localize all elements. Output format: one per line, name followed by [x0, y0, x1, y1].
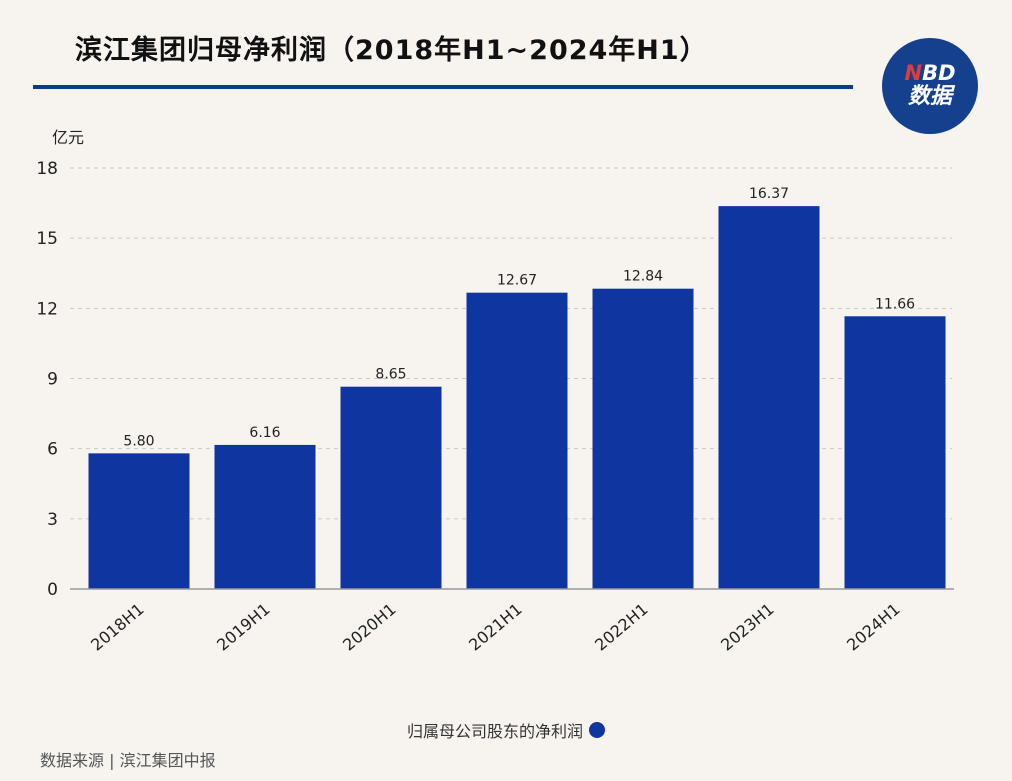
- data-labels: 5.80 6.16 8.65 12.67 12.84 16.37 11.66: [123, 186, 915, 449]
- x-tick-label: 2021H1: [465, 600, 525, 655]
- y-tick-labels: 0 3 6 9 12 15 18: [36, 159, 58, 600]
- bar: [844, 316, 946, 589]
- data-label: 12.67: [497, 273, 537, 289]
- legend-swatch: [589, 722, 606, 738]
- data-label: 16.37: [749, 186, 789, 202]
- y-tick-label: 18: [36, 159, 58, 179]
- y-tick-label: 3: [47, 510, 58, 530]
- title-underline: [33, 85, 853, 89]
- data-source: 数据来源 | 滨江集团中报: [40, 751, 216, 770]
- bar: [88, 453, 190, 589]
- y-tick-label: 12: [36, 299, 58, 319]
- bar: [214, 444, 316, 589]
- bar: [592, 288, 694, 589]
- x-tick-label: 2019H1: [213, 600, 273, 655]
- data-label: 8.65: [375, 367, 406, 383]
- data-label: 5.80: [123, 433, 154, 449]
- x-tick-labels: 2018H1 2019H1 2020H1 2021H1 2022H1 2023H1 2024…: [87, 600, 903, 655]
- y-tick-label: 0: [47, 580, 58, 600]
- y-tick-label: 9: [47, 370, 58, 390]
- legend-label: 归属母公司股东的净利润: [407, 722, 584, 741]
- x-tick-label: 2023H1: [717, 600, 777, 655]
- bar: [340, 386, 442, 589]
- logo-text-bottom: 数据: [907, 84, 952, 109]
- data-label: 6.16: [249, 425, 280, 441]
- y-tick-label: 15: [36, 229, 58, 249]
- x-tick-label: 2024H1: [843, 600, 903, 655]
- nbd-logo: NBD 数据: [882, 38, 978, 134]
- data-label: 12.84: [623, 269, 663, 285]
- bars: [88, 206, 946, 589]
- chart-title: 滨江集团归母净利润（2018年H1~2024年H1）: [75, 35, 708, 66]
- data-label: 11.66: [875, 296, 915, 312]
- legend: 归属母公司股东的净利润: [407, 718, 606, 742]
- bar: [466, 292, 568, 589]
- bar: [718, 206, 820, 589]
- y-tick-label: 6: [47, 440, 58, 460]
- logo-text-top: NBD: [904, 61, 956, 85]
- x-tick-label: 2018H1: [87, 600, 147, 655]
- x-tick-label: 2022H1: [591, 600, 651, 655]
- x-tick-label: 2020H1: [339, 600, 399, 655]
- y-axis-unit: 亿元: [52, 128, 84, 147]
